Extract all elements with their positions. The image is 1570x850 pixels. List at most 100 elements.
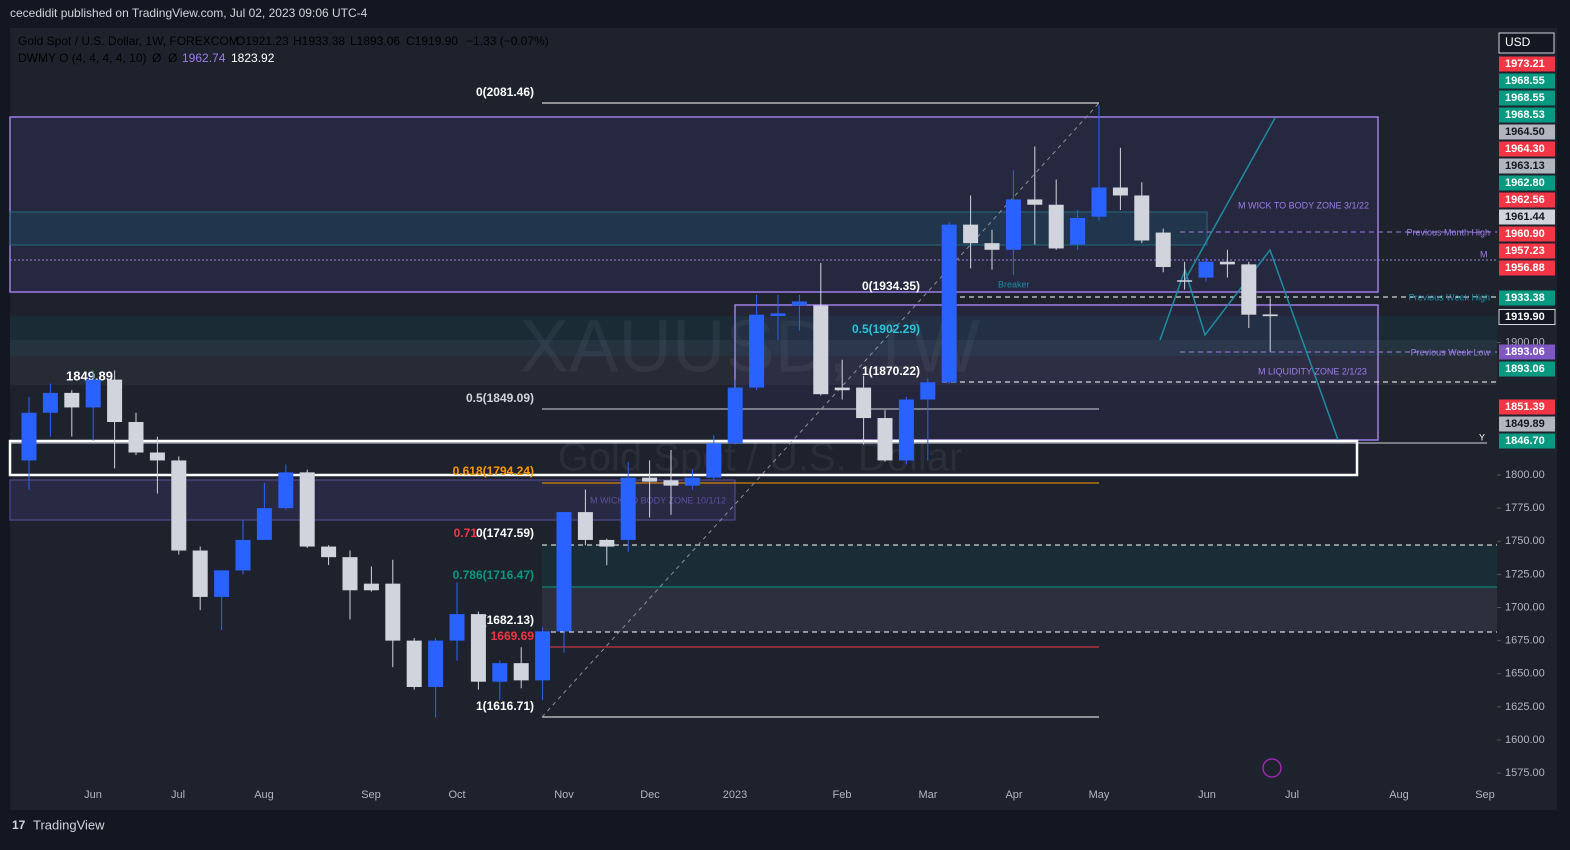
candle-body [256,508,272,540]
candle-body [299,472,315,547]
price-tag-label: 1893.06 [1505,346,1545,358]
price-tag [1499,260,1555,276]
zone [8,439,1359,477]
price-tag [1499,175,1555,191]
price-tag-label: 1849.89 [1505,418,1545,430]
candle-body [192,550,208,597]
currency[interactable]: USD [1505,35,1531,49]
candle-body [42,392,58,413]
candle-body [492,663,508,682]
candle-body [963,224,979,244]
price-tag [1498,309,1556,325]
fib-label: 0.5(1849.09) [466,391,534,405]
x-tick-label: Nov [554,789,574,801]
zone-label: Y [1479,432,1485,442]
currency-box[interactable] [1498,32,1555,54]
y-tick-label: 1775.00 [1505,502,1545,514]
x-tick-label: Aug [254,789,274,801]
x-tick-label: Dec [640,789,660,801]
zone-label: Previous Week Low [1411,347,1491,357]
indicator-name: DWMY O (4, 4, 4, 4, 10) [18,51,146,65]
projection [1184,117,1276,281]
legend-low: L1893.06 [350,34,400,48]
legend-high: H1933.38 [293,34,345,48]
y-tick-label: 1750.00 [1505,535,1545,547]
fib-label: 0.71 [454,526,478,540]
x-tick-label: Jul [171,789,185,801]
fib-label: 0.618(1794.24) [453,464,534,478]
fib-label: 1(1616.71) [476,699,534,713]
candle-body [813,305,829,395]
candle-body [642,477,658,482]
zone [9,479,736,521]
candle-body [1134,195,1150,241]
candle-body [791,301,807,306]
candle-body [577,512,593,540]
zone-label: M LIQUIDITY ZONE 2/1/23 [1258,366,1367,376]
candle-body [856,387,872,419]
price-tag-label: 1957.23 [1505,245,1545,257]
high-label: 1849.89 [66,368,113,383]
price-tag-label: 1964.30 [1505,143,1545,155]
candle-body [920,382,936,400]
candle-body [1112,187,1128,196]
candle-body [599,539,615,547]
legend-symbol: Gold Spot / U.S. Dollar, 1W, FOREXCOM [18,34,239,48]
price-tag-label: 1893.06 [1505,363,1545,375]
price-tag [1499,290,1555,306]
y-tick-label: 1575.00 [1505,767,1545,779]
price-tag [1499,344,1555,360]
candle-body [706,443,722,478]
candle-body [770,313,786,317]
annotations: 0(2081.46) 0.5(1849.09) 0.618(1794.24) 0… [66,85,920,713]
candle-body [556,512,572,632]
price-tag-label: 1960.90 [1505,228,1545,240]
price-tag [1499,141,1555,157]
candle-body [171,460,187,551]
price-tag [1499,361,1555,377]
price-tag [1499,158,1555,174]
candle-body [1219,261,1235,265]
zone [9,211,1208,246]
alert-icon[interactable] [1262,758,1282,778]
y-tick-label: 1700.00 [1505,601,1545,613]
x-tick-label: 2023 [723,789,747,801]
fib-label: 0.786(1716.47) [453,568,534,582]
x-tick-label: Apr [1005,789,1022,801]
candle-body [834,387,850,391]
candle-body [149,452,165,461]
y-tick-label: 1725.00 [1505,568,1545,580]
x-tick-label: Jul [1285,789,1299,801]
candle-body [449,614,465,641]
fib-label: 0.5(1902.29) [852,322,920,336]
x-tick-label: Mar [919,789,938,801]
candle-body [321,546,337,558]
candle-body [727,387,743,444]
price-tag-label: 1961.44 [1505,211,1546,223]
zone [542,545,1497,587]
price-tag-label: 1963.13 [1505,160,1545,172]
x-tick-label: Sep [1475,789,1495,801]
candle-body [1027,199,1043,205]
y-tick-label: 1675.00 [1505,635,1545,647]
price-tag-label: 1962.56 [1505,194,1545,206]
price-tag [1499,416,1555,432]
zone-labels: M WICK TO BODY ZONE 3/1/22 Previous Mont… [590,200,1490,505]
price-tag-label: 1846.70 [1505,435,1545,447]
fib-label: 1(1870.22) [862,364,920,378]
price-tag [1499,73,1555,89]
x-tick-label: Sep [361,789,381,801]
publisher: cecedidit published on TradingView.com, … [10,6,368,20]
fib-label: 0(1747.59) [476,526,534,540]
candle-body [1091,187,1107,217]
candle-body [342,557,358,591]
y-tick-label: 1600.00 [1505,734,1545,746]
candle-body [1198,261,1214,278]
x-tick-label: Feb [833,789,852,801]
indicator-symbol: Ø [168,51,177,65]
fib-label: 0(1934.35) [862,279,920,293]
price-tag [1499,226,1555,242]
candle-body [984,243,1000,250]
plot-area [10,28,1497,780]
